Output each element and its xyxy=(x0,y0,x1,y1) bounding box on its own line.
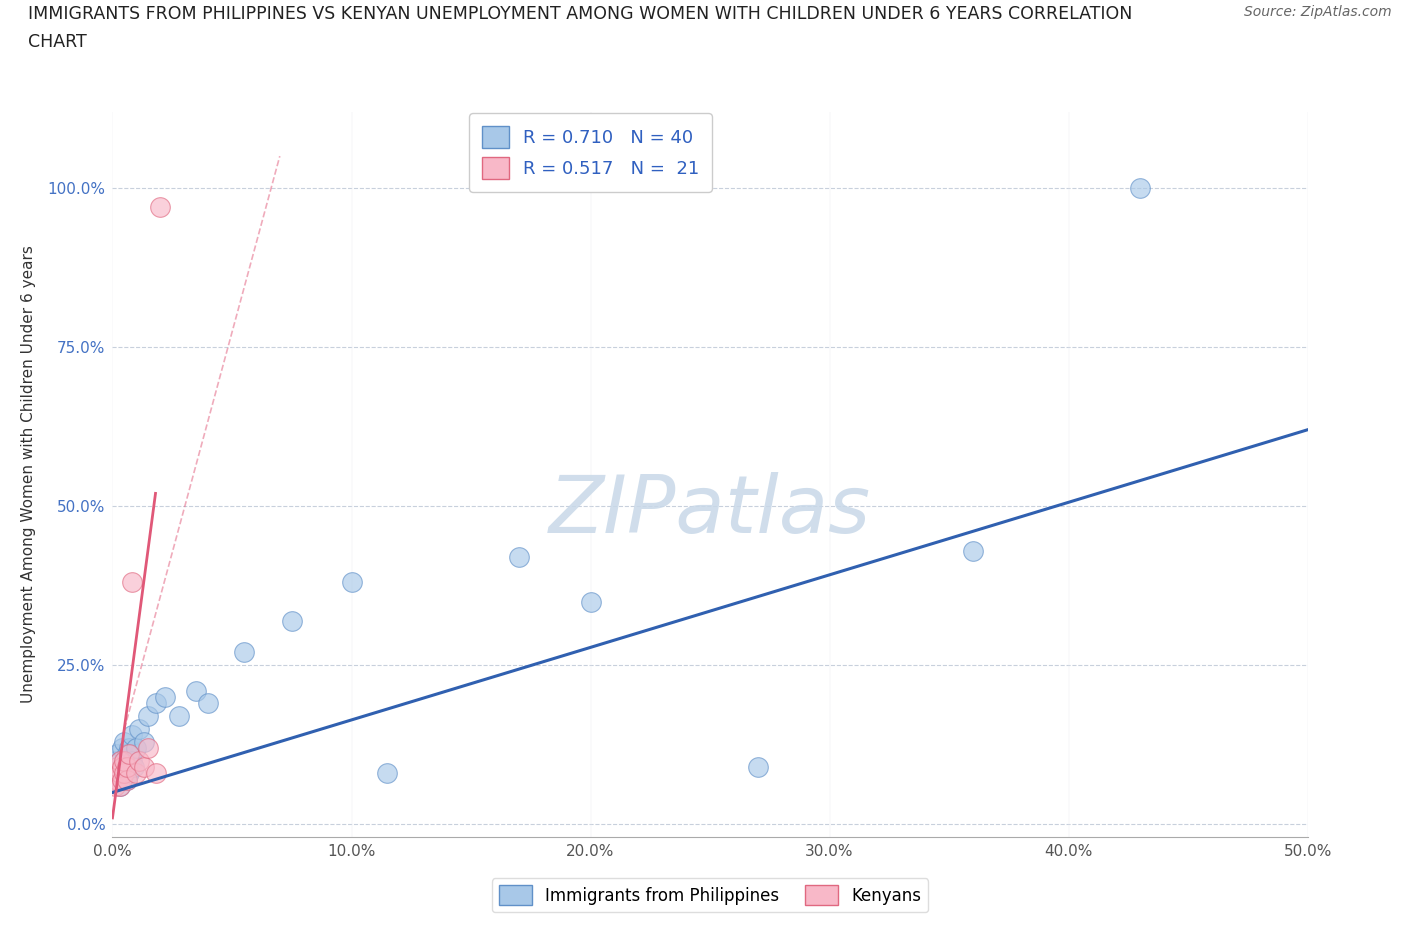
Point xyxy=(121,728,143,743)
Legend: Immigrants from Philippines, Kenyans: Immigrants from Philippines, Kenyans xyxy=(492,879,928,912)
Point xyxy=(377,766,399,781)
Point xyxy=(579,594,602,609)
Point xyxy=(108,778,131,793)
Point xyxy=(508,550,530,565)
Point xyxy=(114,753,135,768)
Point xyxy=(105,760,128,775)
Point xyxy=(122,760,145,775)
Point xyxy=(108,753,131,768)
Point xyxy=(105,747,128,762)
Point xyxy=(186,684,208,698)
Point xyxy=(149,200,172,215)
Point xyxy=(962,543,984,558)
Point xyxy=(105,772,128,787)
Point xyxy=(114,753,135,768)
Point xyxy=(104,766,127,781)
Point xyxy=(104,766,127,781)
Text: ZIPatlas: ZIPatlas xyxy=(548,472,872,550)
Point xyxy=(138,740,160,755)
Point xyxy=(747,760,769,775)
Point xyxy=(115,760,138,775)
Point xyxy=(153,689,176,704)
Point xyxy=(145,696,167,711)
Point xyxy=(104,778,127,793)
Point xyxy=(111,772,134,787)
Point xyxy=(111,760,134,775)
Point xyxy=(104,753,127,768)
Point xyxy=(114,766,135,781)
Point xyxy=(108,766,131,781)
Text: Source: ZipAtlas.com: Source: ZipAtlas.com xyxy=(1244,5,1392,19)
Point xyxy=(114,734,135,749)
Point xyxy=(108,753,131,768)
Point xyxy=(281,613,304,628)
Point xyxy=(118,747,141,762)
Text: IMMIGRANTS FROM PHILIPPINES VS KENYAN UNEMPLOYMENT AMONG WOMEN WITH CHILDREN UND: IMMIGRANTS FROM PHILIPPINES VS KENYAN UN… xyxy=(28,5,1132,22)
Y-axis label: Unemployment Among Women with Children Under 6 years: Unemployment Among Women with Children U… xyxy=(21,246,37,703)
Point xyxy=(115,772,138,787)
Point xyxy=(118,740,141,755)
Point xyxy=(340,575,363,590)
Point xyxy=(197,696,219,711)
Point xyxy=(128,722,150,737)
Point xyxy=(232,645,256,660)
Point xyxy=(1129,180,1152,195)
Point xyxy=(132,760,155,775)
Point xyxy=(132,734,155,749)
Point xyxy=(121,575,143,590)
Point xyxy=(118,766,141,781)
Point xyxy=(115,747,138,762)
Point xyxy=(115,760,138,775)
Text: CHART: CHART xyxy=(28,33,87,50)
Point xyxy=(105,760,128,775)
Point xyxy=(115,772,138,787)
Point xyxy=(111,772,134,787)
Point xyxy=(121,753,143,768)
Point xyxy=(125,740,148,755)
Point xyxy=(108,778,131,793)
Point xyxy=(105,772,128,787)
Point xyxy=(125,766,148,781)
Point xyxy=(108,766,131,781)
Point xyxy=(111,760,134,775)
Point xyxy=(111,740,134,755)
Point xyxy=(145,766,167,781)
Point xyxy=(128,753,150,768)
Point xyxy=(169,709,191,724)
Point xyxy=(138,709,160,724)
Point xyxy=(114,766,135,781)
